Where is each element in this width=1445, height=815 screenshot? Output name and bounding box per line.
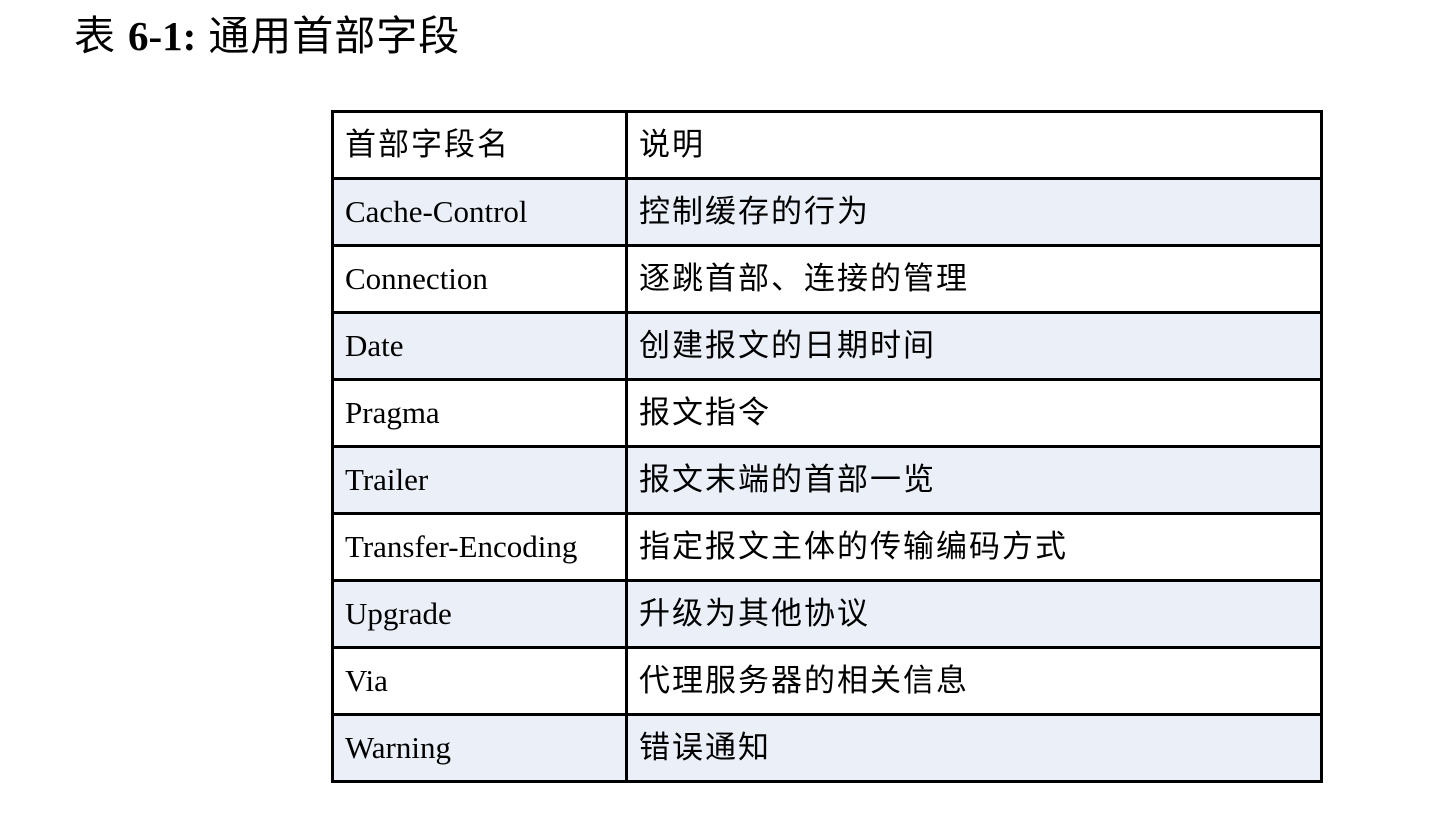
cell-field-name: Upgrade [331,579,628,649]
cell-field-name: Transfer-Encoding [331,512,628,582]
cell-field-name: Via [331,646,628,716]
table-header: 首部字段名 说明 [331,110,1323,180]
cell-field-name: Connection [331,244,628,314]
column-header-description: 说明 [625,110,1323,180]
cell-field-name: Pragma [331,378,628,448]
cell-description: 错误通知 [625,713,1323,783]
cell-field-name: Cache-Control [331,177,628,247]
caption-number: 6-1 [128,12,183,59]
caption-label: 表 [74,12,117,59]
table-row: Via 代理服务器的相关信息 [331,646,1323,716]
cell-field-name: Date [331,311,628,381]
table-row: Cache-Control 控制缓存的行为 [331,177,1323,247]
table-caption: 表 6-1 : 通用首部字段 [74,6,460,66]
table-row: Transfer-Encoding 指定报文主体的传输编码方式 [331,512,1323,582]
caption-title: 通用首部字段 [208,12,461,59]
cell-description: 指定报文主体的传输编码方式 [625,512,1323,582]
general-header-fields-table: 首部字段名 说明 Cache-Control 控制缓存的行为 Connection 逐… [331,110,1323,783]
table-row: Pragma 报文指令 [331,378,1323,448]
cell-description: 报文指令 [625,378,1323,448]
table-row: Connection 逐跳首部、连接的管理 [331,244,1323,314]
table-body: Cache-Control 控制缓存的行为 Connection 逐跳首部、连接的管理… [331,177,1323,783]
column-header-field-name: 首部字段名 [331,110,628,180]
cell-description: 控制缓存的行为 [625,177,1323,247]
cell-description: 逐跳首部、连接的管理 [625,244,1323,314]
table-row: Warning 错误通知 [331,713,1323,783]
table-header-row: 首部字段名 说明 [331,110,1323,180]
table-row: Upgrade 升级为其他协议 [331,579,1323,649]
cell-description: 升级为其他协议 [625,579,1323,649]
cell-description: 代理服务器的相关信息 [625,646,1323,716]
caption-separator: : [182,12,197,59]
cell-description: 创建报文的日期时间 [625,311,1323,381]
cell-field-name: Warning [331,713,628,783]
table-row: Date 创建报文的日期时间 [331,311,1323,381]
cell-description: 报文末端的首部一览 [625,445,1323,515]
table-row: Trailer 报文末端的首部一览 [331,445,1323,515]
cell-field-name: Trailer [331,445,628,515]
